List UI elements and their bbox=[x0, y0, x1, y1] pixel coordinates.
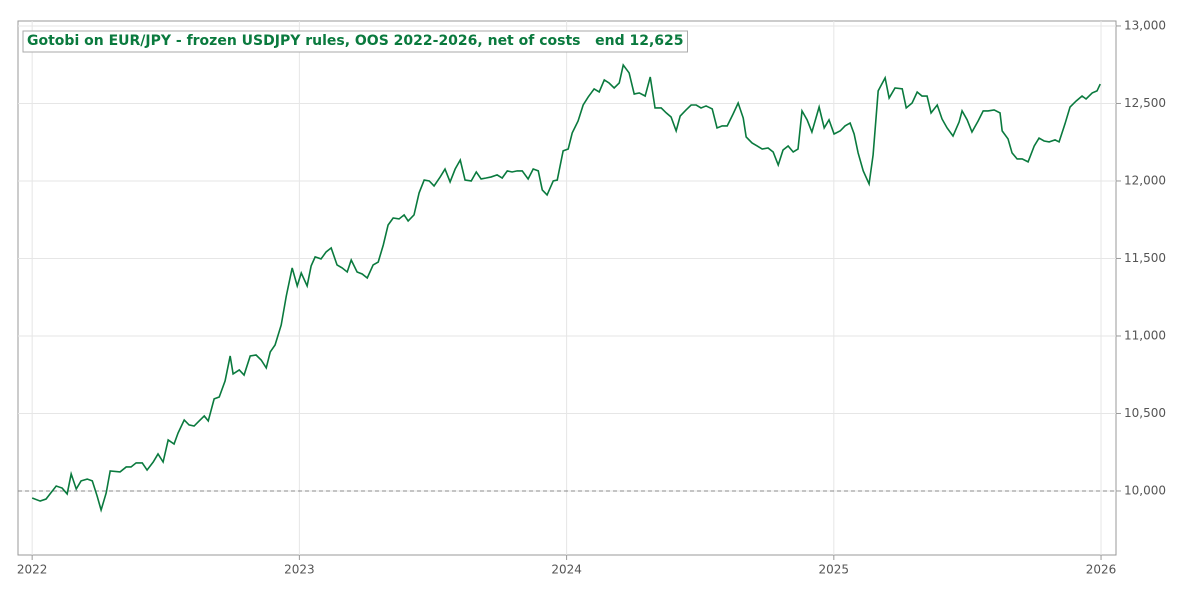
y-tick-label: 10,500 bbox=[1124, 406, 1166, 420]
x-tick-label: 2024 bbox=[551, 563, 582, 577]
y-tick-label: 11,000 bbox=[1124, 328, 1166, 342]
x-tick-label: 2023 bbox=[284, 563, 315, 577]
y-tick-label: 10,000 bbox=[1124, 483, 1166, 497]
y-tick-label: 11,500 bbox=[1124, 251, 1166, 265]
equity-line bbox=[31, 63, 1101, 513]
chart-title: Gotobi on EUR/JPY - frozen USDJPY rules,… bbox=[27, 33, 684, 49]
x-tick-label: 2025 bbox=[819, 563, 850, 577]
y-tick-label: 12,000 bbox=[1124, 173, 1166, 187]
x-tick-label: 2022 bbox=[17, 563, 48, 577]
title-box bbox=[22, 30, 688, 53]
x-tick-label: 2026 bbox=[1086, 563, 1117, 577]
y-tick-label: 12,500 bbox=[1124, 96, 1166, 110]
y-tick-label: 13,000 bbox=[1124, 18, 1166, 32]
